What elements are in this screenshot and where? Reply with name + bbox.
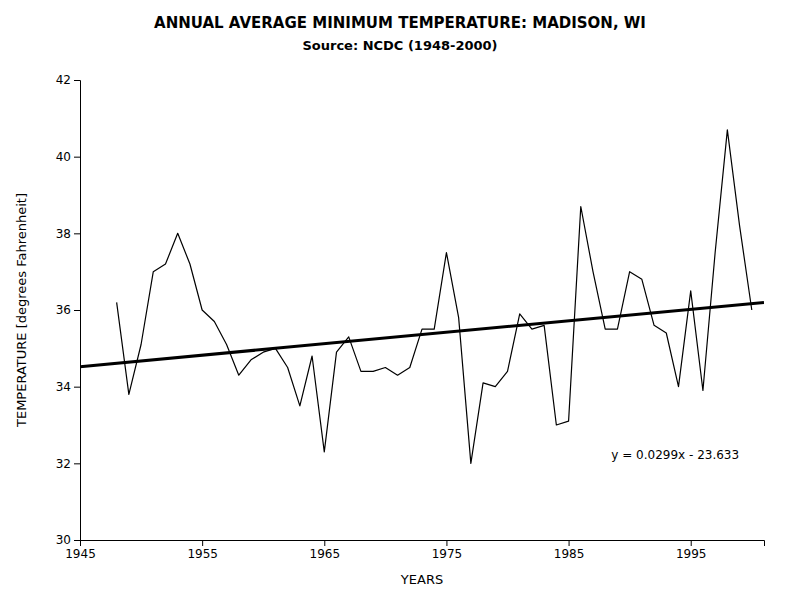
tick-mark [74,80,80,81]
tick-label: 1985 [554,547,585,561]
tick: 42 [56,73,80,87]
tick-label: 1955 [187,547,218,561]
tick-mark [74,310,80,311]
trend-line [80,302,764,366]
axis-line [81,541,765,547]
tick-label: 32 [56,457,71,471]
tick: 30 [56,533,80,547]
tick-label: 30 [56,533,71,547]
plot-area [80,130,764,464]
tick-label: 38 [56,227,71,241]
tick-mark [74,540,80,541]
title: ANNUAL AVERAGE MINIMUM TEMPERATURE: MADI… [154,14,646,32]
tick-mark [202,540,203,546]
tick: 1995 [676,540,707,561]
y-axis-title: TEMPERATURE [degrees Fahrenheit] [14,193,29,428]
tick: 38 [56,227,80,241]
chart: ANNUAL AVERAGE MINIMUM TEMPERATURE: MADI… [0,0,800,600]
tick-mark [324,540,325,546]
tick: 40 [56,150,80,164]
tick-mark [74,233,80,234]
tick-label: 36 [56,303,71,317]
tick-mark [691,540,692,546]
axis-line [74,81,81,541]
tick: 1955 [187,540,218,561]
tick-label: 1975 [432,547,463,561]
y-axis: 30 32 34 36 38 40 42 [56,73,81,547]
tick: 34 [56,380,80,394]
tick-mark [446,540,447,546]
tick-label: 42 [56,73,71,87]
tick-mark [74,387,80,388]
tick-mark [74,157,80,158]
tick-label: 1965 [310,547,341,561]
x-axis-title: YEARS [400,572,443,587]
tick-label: 34 [56,380,71,394]
tick: 1975 [432,540,463,561]
tick-mark [569,540,570,546]
tick: 32 [56,457,80,471]
tick: 36 [56,303,80,317]
tick-mark [74,463,80,464]
data-line [117,130,752,464]
tick: 1965 [310,540,341,561]
annotation: y = 0.0299x - 23.633 [611,448,739,462]
tick-label: 40 [56,150,71,164]
tick: 1985 [554,540,585,561]
tick-label: 1945 [65,547,96,561]
tick-label: 1995 [676,547,707,561]
subtitle: Source: NCDC (1948-2000) [302,38,497,53]
x-axis: 1945 1955 1965 1975 1985 1995 [65,540,764,561]
